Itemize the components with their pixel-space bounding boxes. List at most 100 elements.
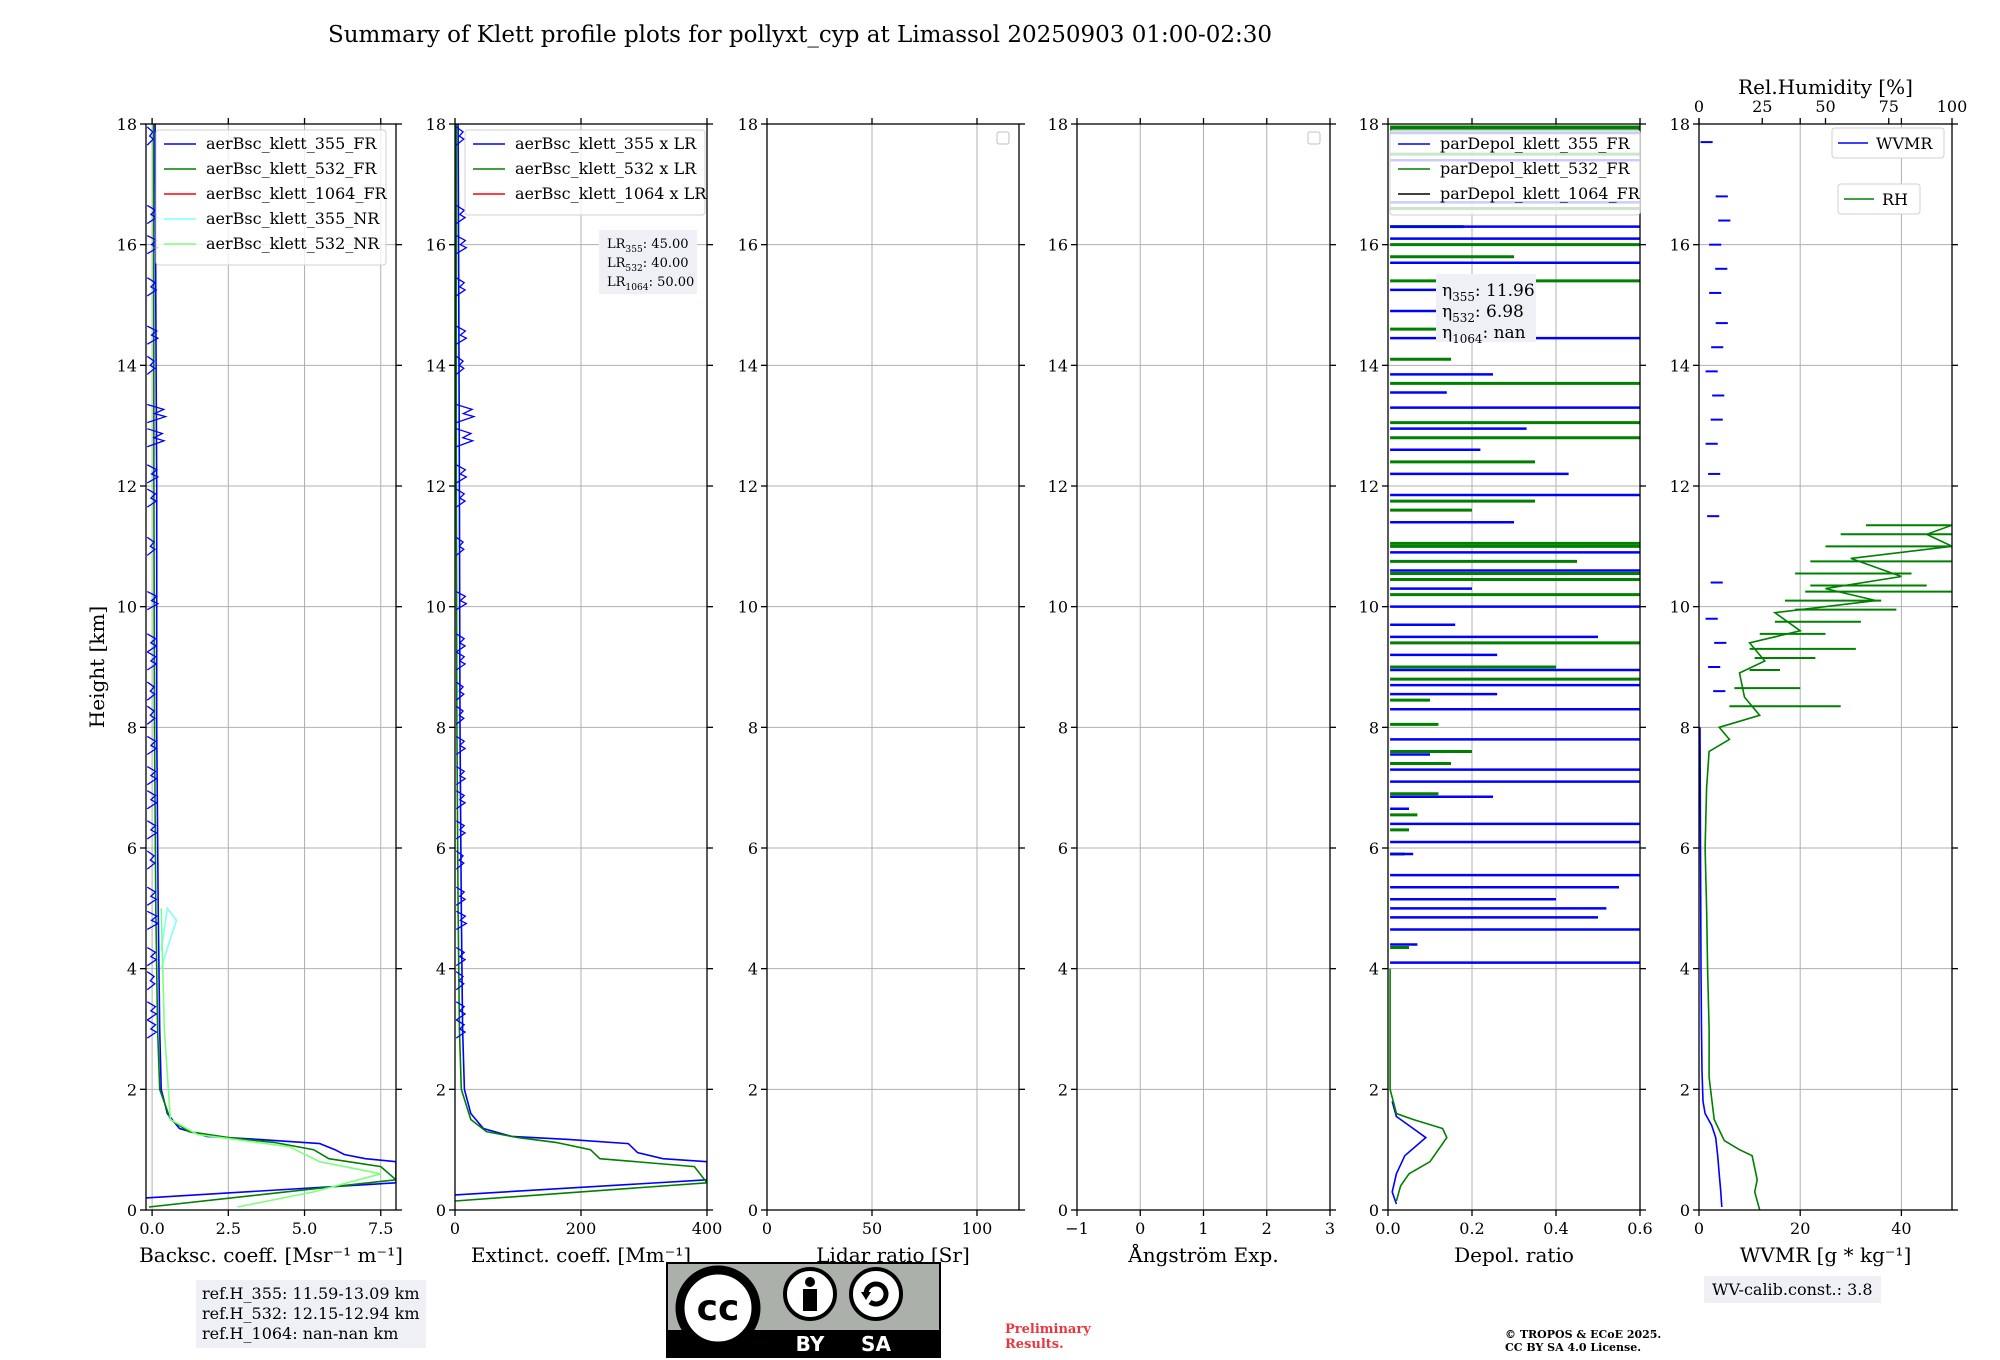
- xtick-label: 0: [762, 1219, 772, 1238]
- cc-logo-text: cc: [697, 1288, 740, 1329]
- legend-entry: parDepol_klett_1064_FR: [1440, 184, 1641, 203]
- ytick-label: 2: [1058, 1080, 1068, 1099]
- ytick-label: 0: [1058, 1201, 1068, 1220]
- ytick-label: 4: [748, 960, 758, 979]
- lidar-ratio-entry: LR1064: 50.00: [607, 275, 694, 293]
- legend-box: [1831, 127, 1945, 159]
- series-aerBsc_klett_532_FR: [148, 124, 396, 1208]
- xtick-label: 0: [1694, 1219, 1704, 1238]
- ytick-label: 4: [1058, 960, 1068, 979]
- top-xtick-label: 75: [1879, 97, 1899, 116]
- ytick-label: 18: [1670, 115, 1690, 134]
- ytick-label: 8: [1680, 718, 1690, 737]
- top-xtick-label: 100: [1937, 97, 1968, 116]
- ytick-label: 16: [738, 236, 758, 255]
- ytick-label: 14: [426, 356, 446, 375]
- axes-frame: [1387, 123, 1641, 1211]
- panel-dep: 0 2 4 6 8 10 12 14 16 18 0.0 0.2 0.4 0.6 Depol. ratio p…: [1359, 115, 1653, 1267]
- sa-share-icon: [849, 1267, 903, 1321]
- series-aerBsc_klett_532 x LR: [455, 124, 707, 1202]
- plot-area-bsc: [146, 124, 396, 1208]
- ytick-label: 18: [117, 115, 137, 134]
- xaxis-label: WVMR [g * kg⁻¹]: [1740, 1243, 1912, 1267]
- xtick-label: 0: [450, 1219, 460, 1238]
- ytick-label: 12: [117, 477, 137, 496]
- xaxis-label: Ångström Exp.: [1127, 1242, 1278, 1267]
- eta-box-bg: [1436, 274, 1536, 342]
- ytick-label: 8: [127, 718, 137, 737]
- series-RH: [1704, 524, 1952, 1210]
- lidar-ratio-entry: LR532: 40.00: [607, 256, 689, 274]
- series-aerBsc_klett_355_FR: [146, 124, 396, 1199]
- ytick-label: 10: [1048, 598, 1068, 617]
- ytick-label: 10: [117, 598, 137, 617]
- legend-entry: WVMR: [1876, 134, 1933, 153]
- axes-frame: [766, 123, 1020, 1211]
- ytick-label: 0: [127, 1201, 137, 1220]
- series-WVMR: [1699, 727, 1723, 1208]
- reference-height-box: ref.H_355: 11.59-13.09 km ref.H_532: 12.…: [196, 1280, 426, 1348]
- ytick-label: 2: [127, 1080, 137, 1099]
- top-xtick-label: 25: [1752, 97, 1772, 116]
- xtick-label: 200: [566, 1219, 597, 1238]
- ytick-label: 6: [436, 839, 446, 858]
- xaxis-label: Depol. ratio: [1454, 1243, 1574, 1267]
- legend-box: [1837, 183, 1921, 215]
- ytick-label: 6: [748, 839, 758, 858]
- ref-height-532: ref.H_532: 12.15-12.94 km: [202, 1304, 420, 1323]
- ytick-label: 12: [738, 477, 758, 496]
- ytick-label: 16: [1048, 236, 1068, 255]
- xtick-label: 2.5: [216, 1219, 241, 1238]
- preliminary-note: Preliminary Results.: [1005, 1322, 1091, 1352]
- legend-ext: aerBsc_klett_355 x LR aerBsc_klett_532 x …: [464, 129, 707, 216]
- series-parDepol_klett_355_FR: [1391, 1101, 1428, 1205]
- series-aerBsc_klett_355_NR: [160, 906, 178, 969]
- ytick-label: 10: [1359, 598, 1379, 617]
- ytick-label: 4: [1680, 960, 1690, 979]
- ytick-label: 8: [1369, 718, 1379, 737]
- ytick-label: 14: [1670, 356, 1690, 375]
- xaxis-label: Extinct. coeff. [Mm⁻¹]: [471, 1243, 691, 1267]
- ytick-label: 8: [436, 718, 446, 737]
- lidar-ratio-entry: LR355: 45.00: [607, 237, 689, 255]
- ytick-label: 16: [426, 236, 446, 255]
- by-label: BY: [796, 1332, 825, 1356]
- ytick-label: 16: [117, 236, 137, 255]
- ytick-label: 14: [1359, 356, 1379, 375]
- legend-wv: WVMR RH: [1831, 127, 1945, 215]
- series-noise-spikes: [455, 126, 477, 1039]
- xtick-label: 20: [1790, 1219, 1810, 1238]
- xtick-label: 40: [1891, 1219, 1911, 1238]
- ytick-label: 18: [1359, 115, 1379, 134]
- panel-bsc: 0 2 4 6 8 10 12 14 16 18 0.0 2.5 5.0 7.5 Backsc. coeff…: [85, 115, 403, 1267]
- legend-entry: aerBsc_klett_532_FR: [206, 159, 377, 178]
- cc-logo-icon: [675, 1265, 761, 1351]
- xaxis-label: Backsc. coeff. [Msr⁻¹ m⁻¹]: [139, 1243, 403, 1267]
- ytick-label: 6: [1680, 839, 1690, 858]
- ytick-label: 14: [738, 356, 758, 375]
- ytick-label: 12: [1048, 477, 1068, 496]
- ytick-label: 4: [1369, 960, 1379, 979]
- legend-entry: aerBsc_klett_355_NR: [206, 209, 380, 228]
- ytick-label: 10: [1670, 598, 1690, 617]
- ytick-label: 0: [1680, 1201, 1690, 1220]
- legend-box: [1389, 129, 1641, 216]
- ytick-label: 4: [127, 960, 137, 979]
- cc-by-sa-badge: cc BY SA: [666, 1262, 941, 1358]
- ytick-label: 10: [738, 598, 758, 617]
- ytick-label: 14: [117, 356, 137, 375]
- lidar-ratio-box-bg: [599, 230, 697, 294]
- ytick-label: 10: [426, 598, 446, 617]
- ytick-label: 0: [436, 1201, 446, 1220]
- copyright-line-2: CC BY SA 4.0 License.: [1505, 1341, 1642, 1354]
- legend-entry: RH: [1882, 190, 1908, 209]
- ytick-label: 8: [748, 718, 758, 737]
- xtick-label: 7.5: [368, 1219, 393, 1238]
- ytick-label: 12: [1670, 477, 1690, 496]
